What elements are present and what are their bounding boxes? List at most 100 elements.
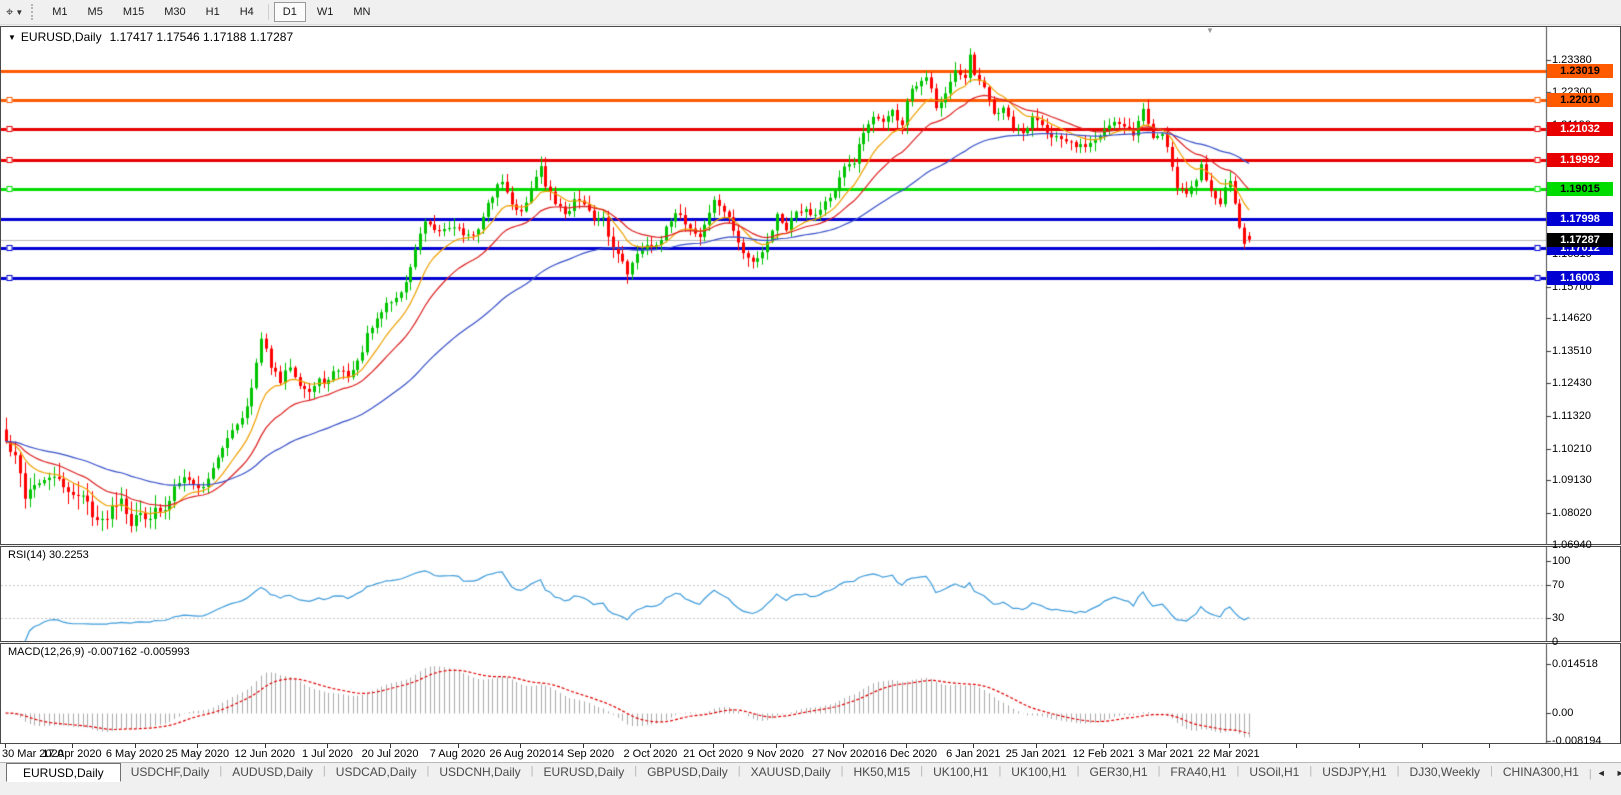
tab-ger30-h1[interactable]: GER30,H1 — [1089, 765, 1148, 779]
date-axis-label: 21 Oct 2020 — [683, 748, 743, 760]
rsi-axis-tick-label: 0 — [1552, 636, 1559, 648]
rsi-panel — [0, 546, 1621, 642]
tab-eurusd-daily[interactable]: EURUSD,Daily — [543, 765, 625, 779]
tab-audusd-daily[interactable]: AUDUSD,Daily — [232, 765, 313, 779]
date-axis-tick — [458, 744, 459, 748]
timeframe-button-M30[interactable]: M30 — [164, 6, 186, 18]
timeframe-button-M5[interactable]: M5 — [87, 6, 103, 18]
timeframe-button-M1[interactable]: M1 — [52, 6, 68, 18]
date-axis-label: 25 Jan 2021 — [1005, 748, 1067, 760]
date-axis-tick — [197, 744, 198, 748]
price-tag-1.17998[interactable]: 1.17998 — [1547, 211, 1613, 226]
date-axis-label: 6 Jan 2021 — [946, 748, 1001, 760]
chart-symbol-label: EURUSD,Daily — [20, 30, 102, 44]
tab-uk100-h1[interactable]: UK100,H1 — [933, 765, 989, 779]
price-axis-tick-label: 1.08020 — [1552, 507, 1592, 520]
price-tag-1.23019[interactable]: 1.23019 — [1547, 63, 1613, 78]
date-axis-label: 2 Oct 2020 — [623, 748, 678, 760]
timeframe-button-M15[interactable]: M15 — [122, 6, 145, 18]
tab-usoil-h1[interactable]: USOil,H1 — [1249, 765, 1300, 779]
macd-canvas[interactable] — [1, 644, 1620, 743]
tab-xauusd-daily[interactable]: XAUUSD,Daily — [750, 765, 831, 779]
timeframe-button-D1[interactable]: D1 — [273, 2, 306, 22]
tab-separator: | — [1076, 765, 1080, 777]
tab-separator: | — [322, 765, 326, 777]
price-tag-1.16003[interactable]: 1.16003 — [1547, 270, 1613, 285]
timeframe-button-W1[interactable]: W1 — [316, 6, 334, 18]
tab-separator: | — [920, 765, 924, 777]
date-axis-tick — [906, 744, 907, 748]
chart-cursor-icon[interactable]: ⌖ — [6, 4, 14, 19]
price-axis-tick-label: 1.23380 — [1552, 54, 1592, 66]
macd-label: MACD(12,26,9) -0.007162 -0.005993 — [8, 646, 190, 658]
main-chart-panel — [0, 26, 1621, 545]
tab-separator: | — [840, 765, 844, 777]
date-axis-tick — [1229, 744, 1230, 748]
tab-usdcad-daily[interactable]: USDCAD,Daily — [335, 765, 417, 779]
timeframe-button-MN[interactable]: MN — [353, 6, 371, 18]
tab-separator: | — [219, 765, 223, 777]
tab-scroll-right-icon[interactable]: ► — [1615, 767, 1621, 778]
tab-usdcnh-daily[interactable]: USDCNH,Daily — [439, 765, 521, 779]
rsi-canvas[interactable] — [1, 547, 1620, 641]
tab-fra40-h1[interactable]: FRA40,H1 — [1170, 765, 1227, 779]
macd-panel — [0, 643, 1621, 744]
rsi-label: RSI(14) 30.2253 — [8, 549, 89, 561]
price-tag-1.21032[interactable]: 1.21032 — [1547, 122, 1613, 137]
date-axis-label: 30 Mar 2020 — [2, 748, 64, 760]
date-axis-label: 1 Jul 2020 — [302, 748, 353, 760]
price-axis-tick-label: 1.10210 — [1552, 442, 1592, 455]
macd-axis-tick-label: 0.014518 — [1552, 657, 1598, 670]
date-axis-tick — [1296, 744, 1297, 748]
price-axis-tick-label: 1.11320 — [1552, 409, 1591, 422]
tab-scroll-left-icon[interactable]: ◄ — [1596, 767, 1606, 778]
date-axis-tick — [973, 744, 974, 748]
tab-eurusd-daily[interactable]: EURUSD,Daily — [6, 763, 121, 782]
symbol-dropdown-icon[interactable]: ▼ — [8, 33, 16, 42]
timeframe-button-H1[interactable]: H1 — [205, 6, 220, 18]
dropdown-caret-icon[interactable]: ▼ — [15, 7, 24, 17]
date-axis-tick — [390, 744, 391, 748]
price-tag-1.19992[interactable]: 1.19992 — [1547, 152, 1613, 167]
date-axis-label: 14 Sep 2020 — [551, 748, 615, 760]
macd-axis-tick-label: -0.008194 — [1552, 734, 1602, 747]
date-axis-label: 3 Mar 2021 — [1138, 748, 1194, 760]
timeframe-buttons: M1 M5 M15 M30 H1 H4 D1 W1 MN — [42, 2, 380, 22]
tab-uk100-h1[interactable]: UK100,H1 — [1011, 765, 1067, 779]
date-axis-tick — [135, 744, 136, 748]
tab-gbpusd-daily[interactable]: GBPUSD,Daily — [647, 765, 728, 779]
date-axis-label: 16 Dec 2020 — [874, 748, 938, 760]
rsi-axis-tick-label: 30 — [1552, 611, 1565, 624]
tab-hk50-m15[interactable]: HK50,M15 — [853, 765, 911, 779]
date-axis-tick — [1422, 744, 1423, 748]
timeframe-toolbar: ⌖ ▼ M1 M5 M15 M30 H1 H4 D1 W1 MN — [0, 0, 1621, 25]
price-tag-1.22010[interactable]: 1.22010 — [1547, 93, 1613, 108]
date-axis-tick — [583, 744, 584, 748]
tab-separator: | — [1490, 765, 1493, 777]
tab-usdjpy-h1[interactable]: USDJPY,H1 — [1322, 765, 1387, 779]
tab-usdchf-daily[interactable]: USDCHF,Daily — [130, 765, 210, 779]
main-chart-canvas[interactable] — [1, 27, 1620, 544]
timeframe-button-H4[interactable]: H4 — [239, 6, 254, 18]
tab-scroll-arrows: | ◄ ► — [1589, 763, 1621, 782]
date-axis-tick — [5, 744, 6, 748]
date-axis-tick — [713, 744, 714, 748]
price-tag-1.19015[interactable]: 1.19015 — [1547, 181, 1613, 196]
tab-dj30-weekly[interactable]: DJ30,Weekly — [1409, 765, 1481, 779]
date-axis-tick — [1036, 744, 1037, 748]
tab-china300-h1[interactable]: CHINA300,H1 — [1502, 765, 1579, 779]
chart-tab-bar: EURUSD,Daily USDCHF,Daily | AUDUSD,Daily | US… — [0, 762, 1621, 782]
date-axis-label: 20 Jul 2020 — [361, 748, 419, 760]
date-axis-label: 27 Nov 2020 — [811, 748, 875, 760]
date-axis-tick — [843, 744, 844, 748]
price-axis-tick-label: 1.09130 — [1552, 474, 1592, 487]
chart-title: ▼ EURUSD,Daily 1.17417 1.17546 1.17188 1.1… — [8, 30, 293, 44]
tab-separator: | — [634, 765, 638, 777]
date-axis-tick — [327, 744, 328, 748]
toolbar-separator — [267, 4, 269, 20]
price-axis-tick-label: 1.06940 — [1552, 538, 1592, 551]
date-axis-label: 12 Feb 2021 — [1072, 748, 1135, 760]
date-axis-label: 9 Nov 2020 — [747, 748, 804, 760]
tab-separator: | — [1396, 765, 1400, 777]
tab-separator: | — [1157, 765, 1161, 777]
